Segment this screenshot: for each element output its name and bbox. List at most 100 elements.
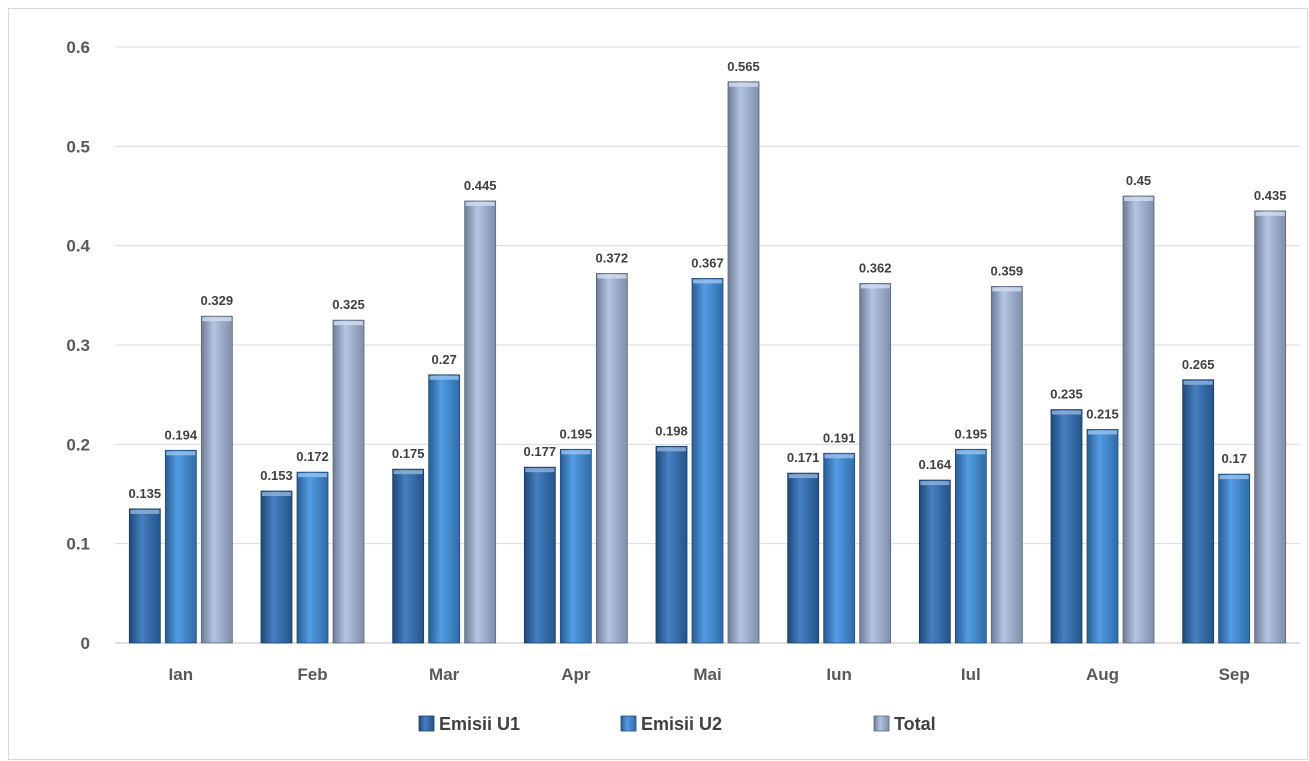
y-tick-label: 0 — [81, 634, 90, 653]
data-label: 0.17 — [1222, 451, 1247, 466]
bar-highlight — [1052, 410, 1081, 415]
data-label: 0.435 — [1254, 188, 1287, 203]
bar — [1122, 195, 1155, 644]
data-label: 0.172 — [296, 449, 329, 464]
bar — [727, 81, 760, 644]
bar — [523, 466, 556, 644]
data-label: 0.191 — [823, 430, 856, 445]
bar-highlight — [465, 201, 495, 206]
x-tick-label: Mai — [693, 665, 721, 684]
x-tick-label: Sep — [1219, 665, 1250, 684]
data-label: 0.367 — [691, 255, 724, 270]
bar-highlight — [956, 450, 986, 455]
bar — [990, 285, 1023, 644]
data-label: 0.27 — [432, 352, 457, 367]
bar-highlight — [166, 451, 196, 456]
bar-highlight — [1219, 475, 1249, 480]
data-label: 0.171 — [787, 450, 820, 465]
data-label: 0.235 — [1050, 387, 1083, 402]
bar — [859, 283, 892, 644]
bar — [332, 319, 365, 644]
legend-swatch — [620, 715, 637, 732]
bar-highlight — [860, 284, 890, 289]
data-label: 0.45 — [1126, 173, 1151, 188]
bar — [1182, 379, 1215, 644]
x-tick-label: Mar — [429, 665, 460, 684]
y-tick-label: 0.6 — [66, 38, 90, 57]
data-label: 0.372 — [596, 250, 629, 265]
bar — [691, 278, 724, 644]
bar-highlight — [334, 321, 363, 326]
bar — [260, 490, 293, 644]
bar — [428, 374, 461, 644]
bar-highlight — [561, 450, 591, 455]
bar — [559, 448, 592, 644]
bar — [1218, 473, 1251, 644]
bar-highlight — [920, 481, 950, 486]
bar-highlight — [202, 317, 232, 322]
data-label: 0.198 — [655, 423, 688, 438]
bar — [918, 479, 951, 644]
bar — [1050, 409, 1083, 644]
y-tick-label: 0.1 — [66, 535, 90, 554]
bar — [787, 472, 820, 644]
data-label: 0.329 — [201, 293, 234, 308]
data-label: 0.325 — [332, 297, 365, 312]
bar-highlight — [788, 474, 818, 479]
data-label: 0.195 — [560, 426, 593, 441]
y-axis-tick-labels: 0 0.1 0.2 0.3 0.4 0.5 0.6 — [66, 38, 90, 653]
legend: Emisii U1 Emisii U2 Total — [418, 714, 936, 734]
y-tick-label: 0.5 — [66, 137, 90, 156]
bar — [164, 449, 197, 644]
bars — [128, 81, 1287, 644]
x-tick-label: Ian — [169, 665, 194, 684]
x-tick-label: Apr — [561, 665, 591, 684]
legend-label: Emisii U1 — [439, 714, 520, 734]
data-label: 0.175 — [392, 446, 425, 461]
bar-highlight — [1183, 380, 1213, 385]
legend-swatch — [873, 715, 890, 732]
bar-highlight — [657, 447, 686, 452]
bar-highlight — [1124, 197, 1153, 201]
bar — [392, 468, 425, 644]
bar — [823, 452, 856, 644]
bar-highlight — [992, 287, 1022, 292]
bar-highlight — [298, 473, 327, 478]
x-tick-label: Feb — [297, 665, 327, 684]
data-label: 0.359 — [991, 263, 1024, 278]
y-tick-label: 0.2 — [66, 435, 90, 454]
bar — [655, 445, 688, 644]
data-label: 0.153 — [260, 468, 293, 483]
x-tick-label: Aug — [1086, 665, 1119, 684]
bar — [954, 448, 987, 644]
bar — [1086, 429, 1119, 644]
x-tick-label: Iun — [826, 665, 852, 684]
data-label: 0.215 — [1086, 406, 1119, 421]
data-label: 0.164 — [919, 457, 952, 472]
bar-highlight — [824, 454, 854, 459]
legend-swatch — [418, 715, 435, 732]
data-label: 0.565 — [727, 59, 760, 74]
bar — [128, 508, 161, 644]
bar-highlight — [130, 509, 160, 514]
bar-highlight — [1088, 430, 1117, 435]
x-tick-label: Iul — [961, 665, 981, 684]
bar-highlight — [1255, 211, 1285, 216]
bar-highlight — [525, 468, 555, 473]
data-label: 0.265 — [1182, 357, 1215, 372]
bar — [595, 273, 628, 644]
y-tick-label: 0.4 — [66, 237, 90, 256]
bar — [1254, 210, 1287, 644]
bar-highlight — [429, 375, 459, 380]
data-label: 0.362 — [859, 260, 892, 275]
legend-label: Total — [894, 714, 936, 734]
data-label: 0.195 — [955, 426, 988, 441]
x-axis-tick-labels: Ian Feb Mar Apr Mai Iun Iul Aug Sep — [169, 665, 1250, 684]
bar — [200, 315, 233, 644]
bar — [296, 471, 329, 644]
bar — [464, 200, 497, 644]
bar-highlight — [729, 82, 758, 87]
data-label: 0.177 — [524, 444, 557, 459]
